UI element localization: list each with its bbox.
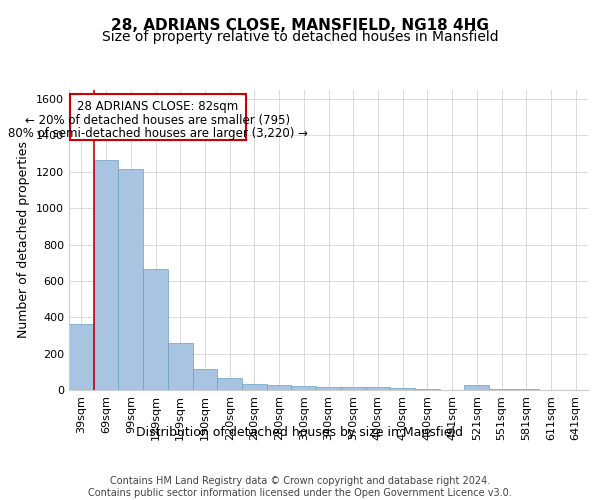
Bar (94, 160, 118, 390)
Bar (415, 389, 440, 390)
Text: 80% of semi-detached houses are larger (3,220) →: 80% of semi-detached houses are larger (… (8, 127, 308, 140)
Bar (70, 94, 246, 140)
Bar (292, 386, 316, 390)
Bar (341, 388, 365, 390)
Bar (390, 388, 415, 390)
Bar (365, 388, 390, 390)
Text: Size of property relative to detached houses in Mansfield: Size of property relative to detached ho… (101, 30, 499, 44)
Text: ← 20% of detached houses are smaller (795): ← 20% of detached houses are smaller (79… (25, 114, 290, 127)
Bar (217, 378, 242, 390)
Y-axis label: Number of detached properties: Number of detached properties (17, 142, 31, 338)
Text: Contains HM Land Registry data © Crown copyright and database right 2024.
Contai: Contains HM Land Registry data © Crown c… (88, 476, 512, 498)
Bar (143, 269, 168, 390)
Text: 28, ADRIANS CLOSE, MANSFIELD, NG18 4HG: 28, ADRIANS CLOSE, MANSFIELD, NG18 4HG (111, 18, 489, 32)
Bar (242, 384, 267, 390)
Text: 28 ADRIANS CLOSE: 82sqm: 28 ADRIANS CLOSE: 82sqm (77, 100, 239, 113)
Bar (193, 369, 217, 390)
Bar (267, 386, 292, 390)
Bar (464, 386, 489, 390)
Bar (168, 342, 193, 390)
Bar (118, 169, 143, 390)
Bar (489, 389, 514, 390)
Bar (69, 324, 94, 390)
Bar (316, 388, 341, 390)
Text: Distribution of detached houses by size in Mansfield: Distribution of detached houses by size … (137, 426, 464, 439)
Bar (514, 389, 539, 390)
